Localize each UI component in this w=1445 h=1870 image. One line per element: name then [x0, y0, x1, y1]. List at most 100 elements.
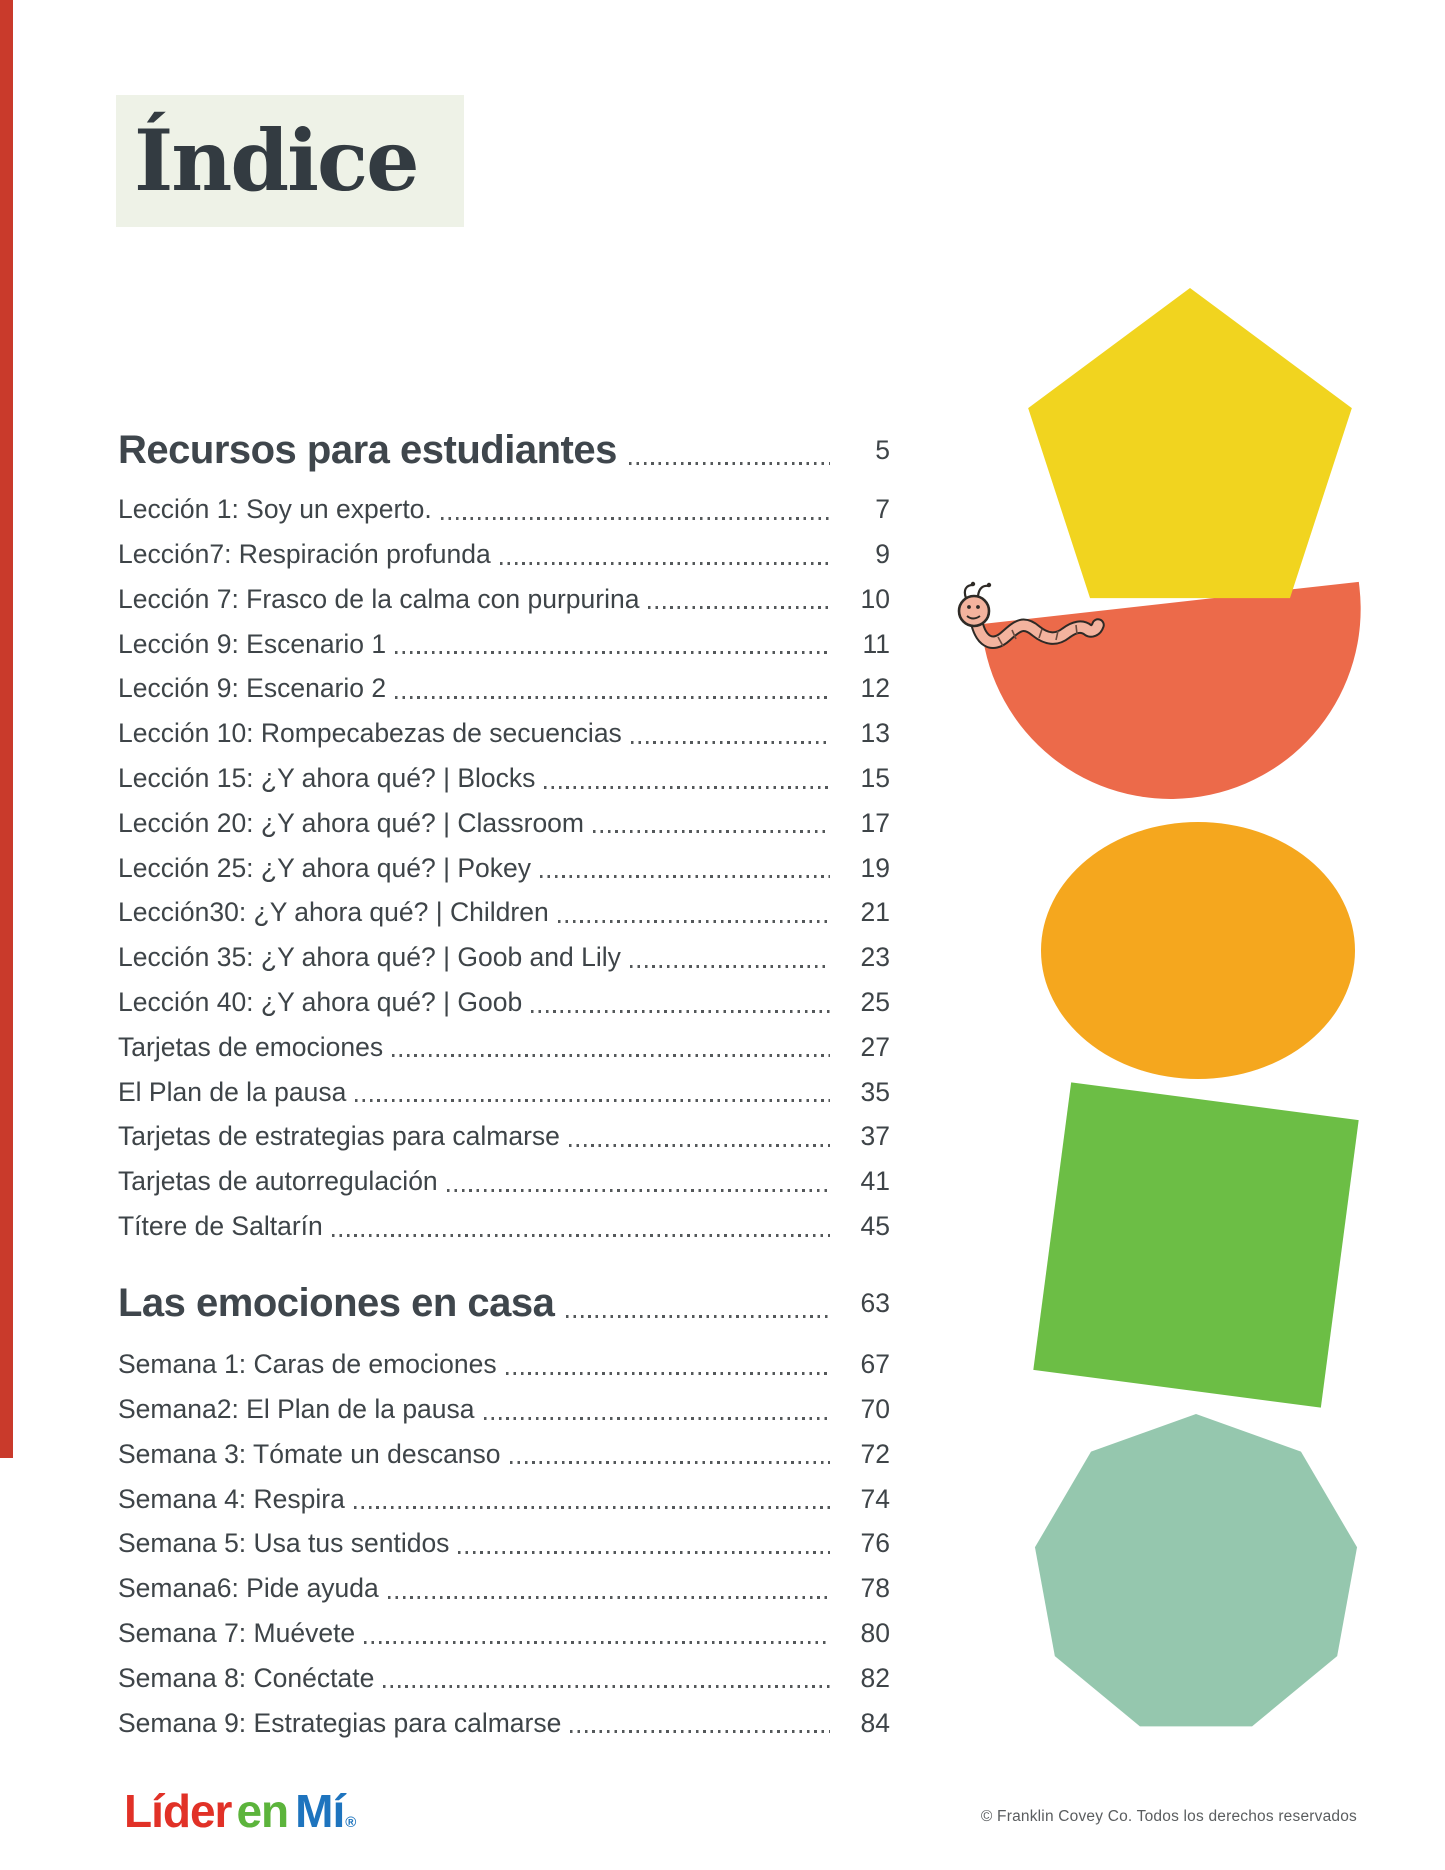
toc-entry-page: 9 — [875, 538, 890, 569]
toc-entry[interactable]: Lección 15: ¿Y ahora qué? | Blocks 15 — [118, 756, 890, 801]
dotted-leader — [355, 1099, 830, 1103]
dotted-leader — [353, 1506, 830, 1510]
toc-entry[interactable]: Semana 4: Respira 74 — [118, 1476, 890, 1521]
section-heading-row[interactable]: Recursos para estudiantes 5 — [118, 418, 890, 482]
toc-entry-label: Lección 35: ¿Y ahora qué? | Goob and Lil… — [118, 942, 621, 973]
toc-entry[interactable]: Tarjetas de estrategias para calmarse 37 — [118, 1114, 890, 1159]
dotted-leader — [392, 1054, 830, 1058]
toc-entry[interactable]: El Plan de la pausa 35 — [118, 1069, 890, 1114]
toc-entry[interactable]: Lección 25: ¿Y ahora qué? | Pokey 19 — [118, 845, 890, 890]
registered-trademark-icon: ® — [345, 1814, 356, 1831]
toc-entry[interactable]: Lección 9: Escenario 1 11 — [118, 621, 890, 666]
toc-entry[interactable]: Semana 9: Estrategias para calmarse 84 — [118, 1700, 890, 1745]
dotted-leader — [383, 1685, 830, 1689]
section-heading-row[interactable]: Las emociones en casa 63 — [118, 1271, 890, 1335]
toc-entry-label: Tarjetas de emociones — [118, 1031, 384, 1062]
dotted-leader — [364, 1640, 830, 1644]
toc-entry-page: 23 — [860, 942, 890, 973]
section-las-emociones-en-casa: Las emociones en casa 63 Semana 1: Caras… — [118, 1271, 890, 1745]
toc-entry[interactable]: Semana 3: Tómate un descanso 72 — [118, 1432, 890, 1477]
toc-entry[interactable]: Lección7: Respiración profunda 9 — [118, 532, 890, 577]
toc-entry-page: 27 — [860, 1031, 890, 1062]
dotted-leader — [509, 1461, 830, 1465]
toc-entry[interactable]: Lección 9: Escenario 2 12 — [118, 666, 890, 711]
copyright-text: © Franklin Covey Co. Todos los derechos … — [980, 1808, 1357, 1825]
dotted-leader — [531, 1009, 830, 1013]
toc-entry-page: 70 — [860, 1393, 890, 1424]
toc-entry[interactable]: Títere de Saltarín 45 — [118, 1204, 890, 1249]
toc-entry-page: 76 — [860, 1528, 890, 1559]
toc-entry[interactable]: Lección 20: ¿Y ahora qué? | Classroom 17 — [118, 801, 890, 846]
toc-entry-page: 13 — [860, 718, 890, 749]
section-entries: Semana 1: Caras de emociones 67 Semana2:… — [118, 1342, 890, 1745]
toc-entry-label: Semana 8: Conéctate — [118, 1662, 375, 1693]
dotted-leader — [593, 830, 830, 834]
logo-word-en: en — [236, 1785, 289, 1837]
toc-entry[interactable]: Semana 7: Muévete 80 — [118, 1611, 890, 1656]
toc-entry[interactable]: Tarjetas de emociones 27 — [118, 1025, 890, 1070]
worm-antenna-tip — [970, 581, 976, 587]
toc-entry-label: Lección 25: ¿Y ahora qué? | Pokey — [118, 852, 532, 883]
dotted-leader — [648, 606, 830, 610]
toc-entry-label: Títere de Saltarín — [118, 1210, 323, 1241]
toc-entry-page: 74 — [860, 1483, 890, 1514]
lider-en-mi-logo: Líder en Mí ® — [124, 1782, 356, 1837]
toc-entry-page: 80 — [860, 1617, 890, 1648]
section-heading: Recursos para estudiantes — [118, 428, 617, 472]
toc-entry-label: Lección 15: ¿Y ahora qué? | Blocks — [118, 762, 536, 793]
dotted-leader — [568, 1144, 830, 1148]
toc-entry[interactable]: Semana 8: Conéctate 82 — [118, 1656, 890, 1701]
logo-word-mi: Mí — [295, 1785, 345, 1837]
toc-entry[interactable]: Semana 5: Usa tus sentidos 76 — [118, 1521, 890, 1566]
toc-entry-page: 67 — [860, 1349, 890, 1380]
toc-entry[interactable]: Lección 10: Rompecabezas de secuencias 1… — [118, 711, 890, 756]
toc-entry-label: Semana 4: Respira — [118, 1483, 345, 1514]
toc-entry-page: 11 — [862, 628, 890, 659]
toc-entry-label: Semana 7: Muévete — [118, 1617, 356, 1648]
worm-antenna-tip — [986, 582, 992, 588]
dotted-leader — [557, 920, 830, 924]
dotted-leader — [629, 964, 830, 968]
toc-entry-page: 37 — [860, 1121, 890, 1152]
page-title: Índice — [116, 95, 464, 227]
worm-segments — [997, 624, 1078, 647]
dotted-leader — [540, 875, 830, 879]
dotted-leader — [395, 651, 830, 655]
toc-entry[interactable]: Lección30: ¿Y ahora qué? | Children 21 — [118, 890, 890, 935]
section-heading: Las emociones en casa — [118, 1281, 555, 1325]
toc-entry[interactable]: Lección 40: ¿Y ahora qué? | Goob 25 — [118, 980, 890, 1025]
toc-entry-label: Tarjetas de estrategias para calmarse — [118, 1121, 560, 1152]
left-accent-bar — [0, 0, 13, 1458]
worm-head — [957, 594, 991, 628]
toc-entry[interactable]: Lección 35: ¿Y ahora qué? | Goob and Lil… — [118, 935, 890, 980]
toc-entry-page: 21 — [860, 897, 890, 928]
toc-entry[interactable]: Semana 1: Caras de emociones 67 — [118, 1342, 890, 1387]
toc-entry[interactable]: Lección 1: Soy un experto. 7 — [118, 487, 890, 532]
toc-entry-label: Lección 9: Escenario 2 — [118, 673, 387, 704]
dotted-leader — [395, 696, 830, 700]
toc-entry-page: 25 — [860, 986, 890, 1017]
toc-entry-label: Lección30: ¿Y ahora qué? | Children — [118, 897, 549, 928]
toc-entry[interactable]: Lección 7: Frasco de la calma con purpur… — [118, 577, 890, 622]
worm-antenna — [976, 584, 990, 597]
dotted-leader — [570, 1730, 830, 1734]
toc-entry[interactable]: Semana6: Pide ayuda 78 — [118, 1566, 890, 1611]
worm-eye — [976, 605, 980, 609]
toc-entry-label: Lección 1: Soy un experto. — [118, 494, 432, 525]
dotted-leader — [458, 1551, 830, 1555]
toc-entry[interactable]: Tarjetas de autorregulación 41 — [118, 1159, 890, 1204]
toc-entry-page: 72 — [860, 1438, 890, 1469]
toc-entry-label: Lección7: Respiración profunda — [118, 538, 491, 569]
dotted-leader — [440, 516, 830, 520]
toc-entry-label: Lección 20: ¿Y ahora qué? | Classroom — [118, 807, 584, 838]
dotted-leader — [630, 740, 830, 744]
dotted-leader — [505, 1371, 830, 1375]
dotted-leader — [387, 1595, 830, 1599]
dotted-leader — [331, 1233, 830, 1237]
pentagon-shape — [1028, 288, 1352, 599]
toc-entry-label: Lección 7: Frasco de la calma con purpur… — [118, 583, 640, 614]
toc-entry-page: 35 — [860, 1076, 890, 1107]
nonagon-shape — [1034, 1414, 1358, 1727]
toc-entry[interactable]: Semana2: El Plan de la pausa 70 — [118, 1387, 890, 1432]
dotted-leader — [499, 561, 830, 565]
